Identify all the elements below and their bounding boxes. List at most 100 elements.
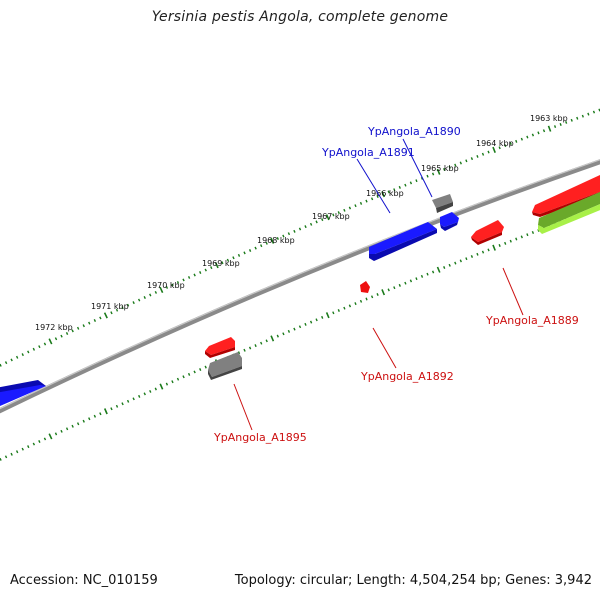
minor-tick [343,208,346,212]
minor-tick [581,114,584,118]
minor-tick [304,322,307,326]
minor-tick [348,206,352,210]
minor-tick [76,422,80,426]
minor-tick [393,188,396,192]
minor-tick [365,199,368,203]
minor-tick [426,174,429,178]
tick-label: 1966 kbp [366,189,404,198]
outer-tick-ring [0,108,600,367]
reverse-gene-a1895-top[interactable] [205,337,235,358]
minor-tick [115,308,119,312]
minor-tick [221,261,224,265]
minor-tick [509,142,512,145]
minor-tick [298,227,302,231]
reverse-gene-a1892[interactable] [360,281,370,293]
minor-tick [15,355,19,359]
minor-tick [470,255,474,258]
minor-tick [420,176,424,180]
minor-tick [254,344,257,348]
minor-tick [570,118,573,122]
minor-tick [176,281,180,284]
minor-tick [459,161,462,165]
minor-tick [387,190,390,194]
minor-tick [454,261,457,265]
gene-label-a1889: YpAngola_A1889 [485,314,579,327]
minor-tick [276,237,279,240]
minor-tick [4,455,8,459]
minor-tick [315,220,318,224]
major-tick [325,214,330,221]
minor-tick [193,370,196,374]
map-title: Yersinia pestis Angola, complete genome [151,9,449,25]
minor-tick [265,241,268,245]
minor-tick [470,157,474,161]
minor-tick [520,137,523,141]
minor-tick [404,281,407,285]
forward-gene-a1891[interactable] [369,222,437,261]
minor-tick [99,412,102,416]
minor-tick [143,392,146,396]
minor-tick [0,363,2,367]
minor-tick [309,320,313,324]
minor-tick [304,225,307,229]
minor-tick [448,263,451,267]
minor-tick [354,302,357,306]
minor-tick [542,129,546,133]
minor-tick [121,402,124,406]
minor-tick [376,293,379,296]
minor-tick [149,389,152,393]
reverse-gene-a1889[interactable] [471,220,504,245]
minor-tick [4,361,8,365]
forward-gene-left[interactable] [0,380,46,408]
minor-tick [481,152,485,156]
minor-tick [132,397,135,401]
minor-tick [82,324,85,328]
minor-tick [260,341,263,345]
tick-label: 1965 kbp [421,164,459,173]
minor-tick [21,353,24,357]
major-tick [214,262,219,269]
minor-tick [454,163,457,167]
minor-tick [359,201,363,205]
reverse-gene-right[interactable] [532,174,600,217]
minor-tick [171,283,174,287]
minor-tick [204,365,207,369]
minor-tick [426,272,429,276]
major-tick [492,244,496,251]
minor-tick [54,432,58,436]
minor-tick [393,286,396,290]
minor-tick [248,249,252,252]
tick-label: 1972 kbp [35,323,73,332]
minor-tick [443,266,446,269]
minor-tick [137,298,141,302]
rna-gene-right[interactable] [538,192,600,234]
minor-tick [398,185,401,189]
minor-tick [176,377,180,381]
minor-tick [248,346,252,350]
minor-tick [226,258,230,262]
other-gene-a1890[interactable] [432,194,453,213]
minor-tick [465,159,468,163]
minor-tick [509,239,512,243]
major-tick [436,266,441,273]
leader-lines [233,138,524,431]
major-tick [492,146,496,153]
minor-tick [587,112,590,116]
minor-tick [387,288,390,292]
minor-tick [487,150,490,154]
forward-gene-a1890[interactable] [440,212,459,231]
minor-tick [504,144,507,148]
major-tick [103,312,108,319]
minor-tick [65,427,69,431]
minor-tick [309,222,313,226]
minor-tick [321,218,324,222]
minor-tick [265,339,268,343]
minor-tick [254,246,257,250]
major-tick [48,433,53,440]
tick-label: 1970 kbp [147,281,185,290]
other-gene-a1895[interactable] [208,352,242,380]
minor-tick [370,295,374,299]
minor-tick [187,276,191,279]
minor-tick [121,306,124,310]
